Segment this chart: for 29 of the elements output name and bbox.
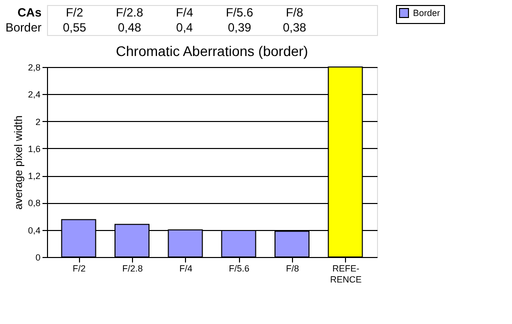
x-tick-label: F/2.8 [122, 264, 143, 274]
x-tick-label: F/8 [286, 264, 300, 274]
x-tick-label: F/4 [179, 264, 192, 274]
text: Border [5, 20, 42, 34]
y-axis-title: average pixel width [12, 115, 25, 210]
y-tick-label: 1,6 [28, 144, 40, 154]
y-tick-label: 0 [35, 252, 40, 262]
chart-title: Chromatic Aberrations (border) [116, 43, 308, 59]
category-label: F/2 [66, 6, 84, 20]
x-tick-label: F/5.6 [228, 264, 250, 274]
category-label: F/4 [176, 6, 194, 20]
y-tick-label: 2 [35, 116, 40, 127]
legend-label: Border [413, 8, 440, 18]
data-label: 0,4 [176, 20, 194, 34]
category-label: F/2.8 [116, 6, 144, 20]
x-tick-label: REFE- RENCE [330, 264, 362, 284]
x-tick-label: F/2 [72, 264, 86, 274]
text: CAs [17, 6, 42, 20]
data-label: 0,55 [62, 20, 86, 34]
y-tick-label: 0,8 [28, 198, 40, 208]
y-tick-label: 0,4 [28, 225, 40, 236]
data-label: 0,48 [118, 20, 142, 34]
category-label: F/5.6 [226, 6, 254, 20]
y-tick-label: 2,4 [28, 90, 40, 100]
data-label: 0,38 [282, 20, 306, 34]
data-label: 0,39 [228, 20, 252, 34]
y-tick-label: 2,8 [28, 62, 40, 72]
y-tick-label: 1,2 [28, 171, 40, 182]
category-label: F/8 [286, 6, 304, 20]
